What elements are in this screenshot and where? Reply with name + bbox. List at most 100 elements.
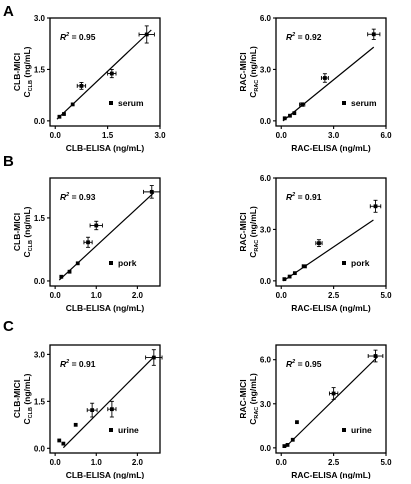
x-tick-label: 0.0 xyxy=(50,131,62,140)
data-point xyxy=(144,32,149,37)
r2-symbol: R xyxy=(286,359,293,369)
chart-0: 0.0 1.5 3.0 0.0 1.5 3.0 CLB-ELISA (ng/mL) CLB-M… xyxy=(12,14,166,153)
y-axis-title-unit: CRAC (ng/mL) xyxy=(248,373,260,425)
fit-line xyxy=(285,356,379,448)
fit-line xyxy=(62,356,155,449)
data-point xyxy=(302,264,307,269)
x-axis-title: RAC-ELISA (ng/mL) xyxy=(291,303,371,313)
panel-letter-a: A xyxy=(3,3,14,20)
y-axis-title-unit: CRAC (ng/mL) xyxy=(248,206,260,258)
r2-superscript: 2 xyxy=(291,192,295,198)
legend-marker xyxy=(109,101,113,105)
y-axis-title-subscript: CLB xyxy=(28,80,34,91)
panel-letter-b: B xyxy=(3,153,14,170)
x-tick-label: 1.0 xyxy=(91,458,103,467)
data-point xyxy=(292,271,297,276)
y-axis-title-c: C xyxy=(248,92,258,98)
x-tick-label: 0.0 xyxy=(276,291,288,300)
plot-frame xyxy=(275,177,387,287)
y-tick-label: 6.0 xyxy=(260,174,272,183)
data-point xyxy=(151,355,156,360)
data-point xyxy=(288,113,292,118)
y-axis-title-units: (ng/mL) xyxy=(248,46,258,80)
chart-4: 0.0 1.0 2.0 0.0 1.5 3.0 CLB-ELISA (ng/mL) CLB-M… xyxy=(12,344,163,480)
y-axis-title-c: C xyxy=(248,252,258,258)
y-axis-title-subscript: RAC xyxy=(254,80,260,92)
y-tick-label: 0.0 xyxy=(260,117,272,126)
y-axis-title-subscript: CLB xyxy=(28,240,34,251)
y-tick-label: 0.0 xyxy=(34,444,46,453)
r2-superscript: 2 xyxy=(65,32,69,38)
data-point xyxy=(79,83,84,88)
fit-line xyxy=(58,192,155,281)
x-tick-label: 0.0 xyxy=(50,458,62,467)
y-axis-title-units: (ng/mL) xyxy=(22,206,32,240)
r2-annotation: R2 = 0.92 xyxy=(286,32,322,42)
y-tick-label: 0.0 xyxy=(34,117,46,126)
data-point xyxy=(282,444,287,448)
x-axis-title: RAC-ELISA (ng/mL) xyxy=(291,143,371,153)
y-axis-title-subscript: RAC xyxy=(254,407,260,419)
data-point xyxy=(282,277,287,282)
legend-marker xyxy=(342,101,346,105)
data-point xyxy=(290,437,295,442)
y-tick-label: 1.5 xyxy=(34,214,46,223)
x-tick-label: 0.0 xyxy=(276,458,288,467)
y-tick-label: 3.0 xyxy=(34,14,46,23)
r2-value: = 0.91 xyxy=(69,359,96,369)
legend-marker xyxy=(342,261,346,265)
r2-value: = 0.93 xyxy=(69,192,96,202)
legend-label: urine xyxy=(118,425,139,435)
chart-5: 0.0 2.5 5.0 0.0 3.0 6.0 RAC-ELISA (ng/mL) RAC-M… xyxy=(238,344,392,480)
y-tick-label: 3.0 xyxy=(260,400,272,409)
data-point xyxy=(287,274,292,279)
y-tick-label: 1.5 xyxy=(34,397,46,406)
y-axis-title-c: C xyxy=(22,251,32,257)
x-axis-title: CLB-ELISA (ng/mL) xyxy=(66,303,145,313)
x-axis-title: RAC-ELISA (ng/mL) xyxy=(291,470,371,479)
y-tick-label: 6.0 xyxy=(260,14,272,23)
fit-line xyxy=(282,219,374,282)
data-point xyxy=(61,441,66,446)
y-axis-title: CLB-MICI xyxy=(12,53,22,91)
data-point xyxy=(109,71,114,76)
x-axis-title: CLB-ELISA (ng/mL) xyxy=(66,470,145,479)
data-point xyxy=(90,408,95,413)
data-point xyxy=(86,240,90,245)
y-axis-title-unit: CCLB (ng/mL) xyxy=(22,206,34,257)
y-axis-title-unit: CCLB (ng/mL) xyxy=(22,373,34,424)
y-axis-title-units: (ng/mL) xyxy=(248,373,258,407)
data-point xyxy=(67,269,72,274)
y-axis-title: CLB-MICI xyxy=(12,380,22,418)
data-point xyxy=(282,116,287,121)
x-tick-label: 3.0 xyxy=(328,131,340,140)
y-axis-title: RAC-MICI xyxy=(238,52,248,91)
r2-annotation: R2 = 0.91 xyxy=(60,359,96,369)
plot-frame xyxy=(49,17,161,127)
x-tick-label: 2.0 xyxy=(132,291,144,300)
x-axis-title: CLB-ELISA (ng/mL) xyxy=(66,143,145,153)
plot-frame xyxy=(275,17,387,127)
x-tick-label: 2.0 xyxy=(132,458,144,467)
r2-annotation: R2 = 0.95 xyxy=(60,32,96,42)
y-axis-title-c: C xyxy=(248,419,258,425)
y-tick-label: 3.0 xyxy=(260,65,272,74)
data-point xyxy=(371,32,376,37)
r2-annotation: R2 = 0.95 xyxy=(286,359,322,369)
data-point xyxy=(285,443,290,447)
legend-label: serum xyxy=(118,98,144,108)
data-point xyxy=(331,391,336,396)
r2-symbol: R xyxy=(60,32,67,42)
y-tick-label: 0.0 xyxy=(260,444,272,453)
legend-marker xyxy=(109,428,113,432)
x-tick-label: 0.0 xyxy=(50,291,62,300)
y-axis-title-unit: CRAC (ng/mL) xyxy=(248,46,260,98)
x-tick-label: 3.0 xyxy=(154,131,166,140)
x-tick-label: 5.0 xyxy=(380,291,392,300)
data-point xyxy=(75,261,80,266)
r2-annotation: R2 = 0.91 xyxy=(286,192,322,202)
data-point xyxy=(149,189,154,194)
legend-label: urine xyxy=(351,425,372,435)
y-tick-label: 0.0 xyxy=(260,277,272,286)
